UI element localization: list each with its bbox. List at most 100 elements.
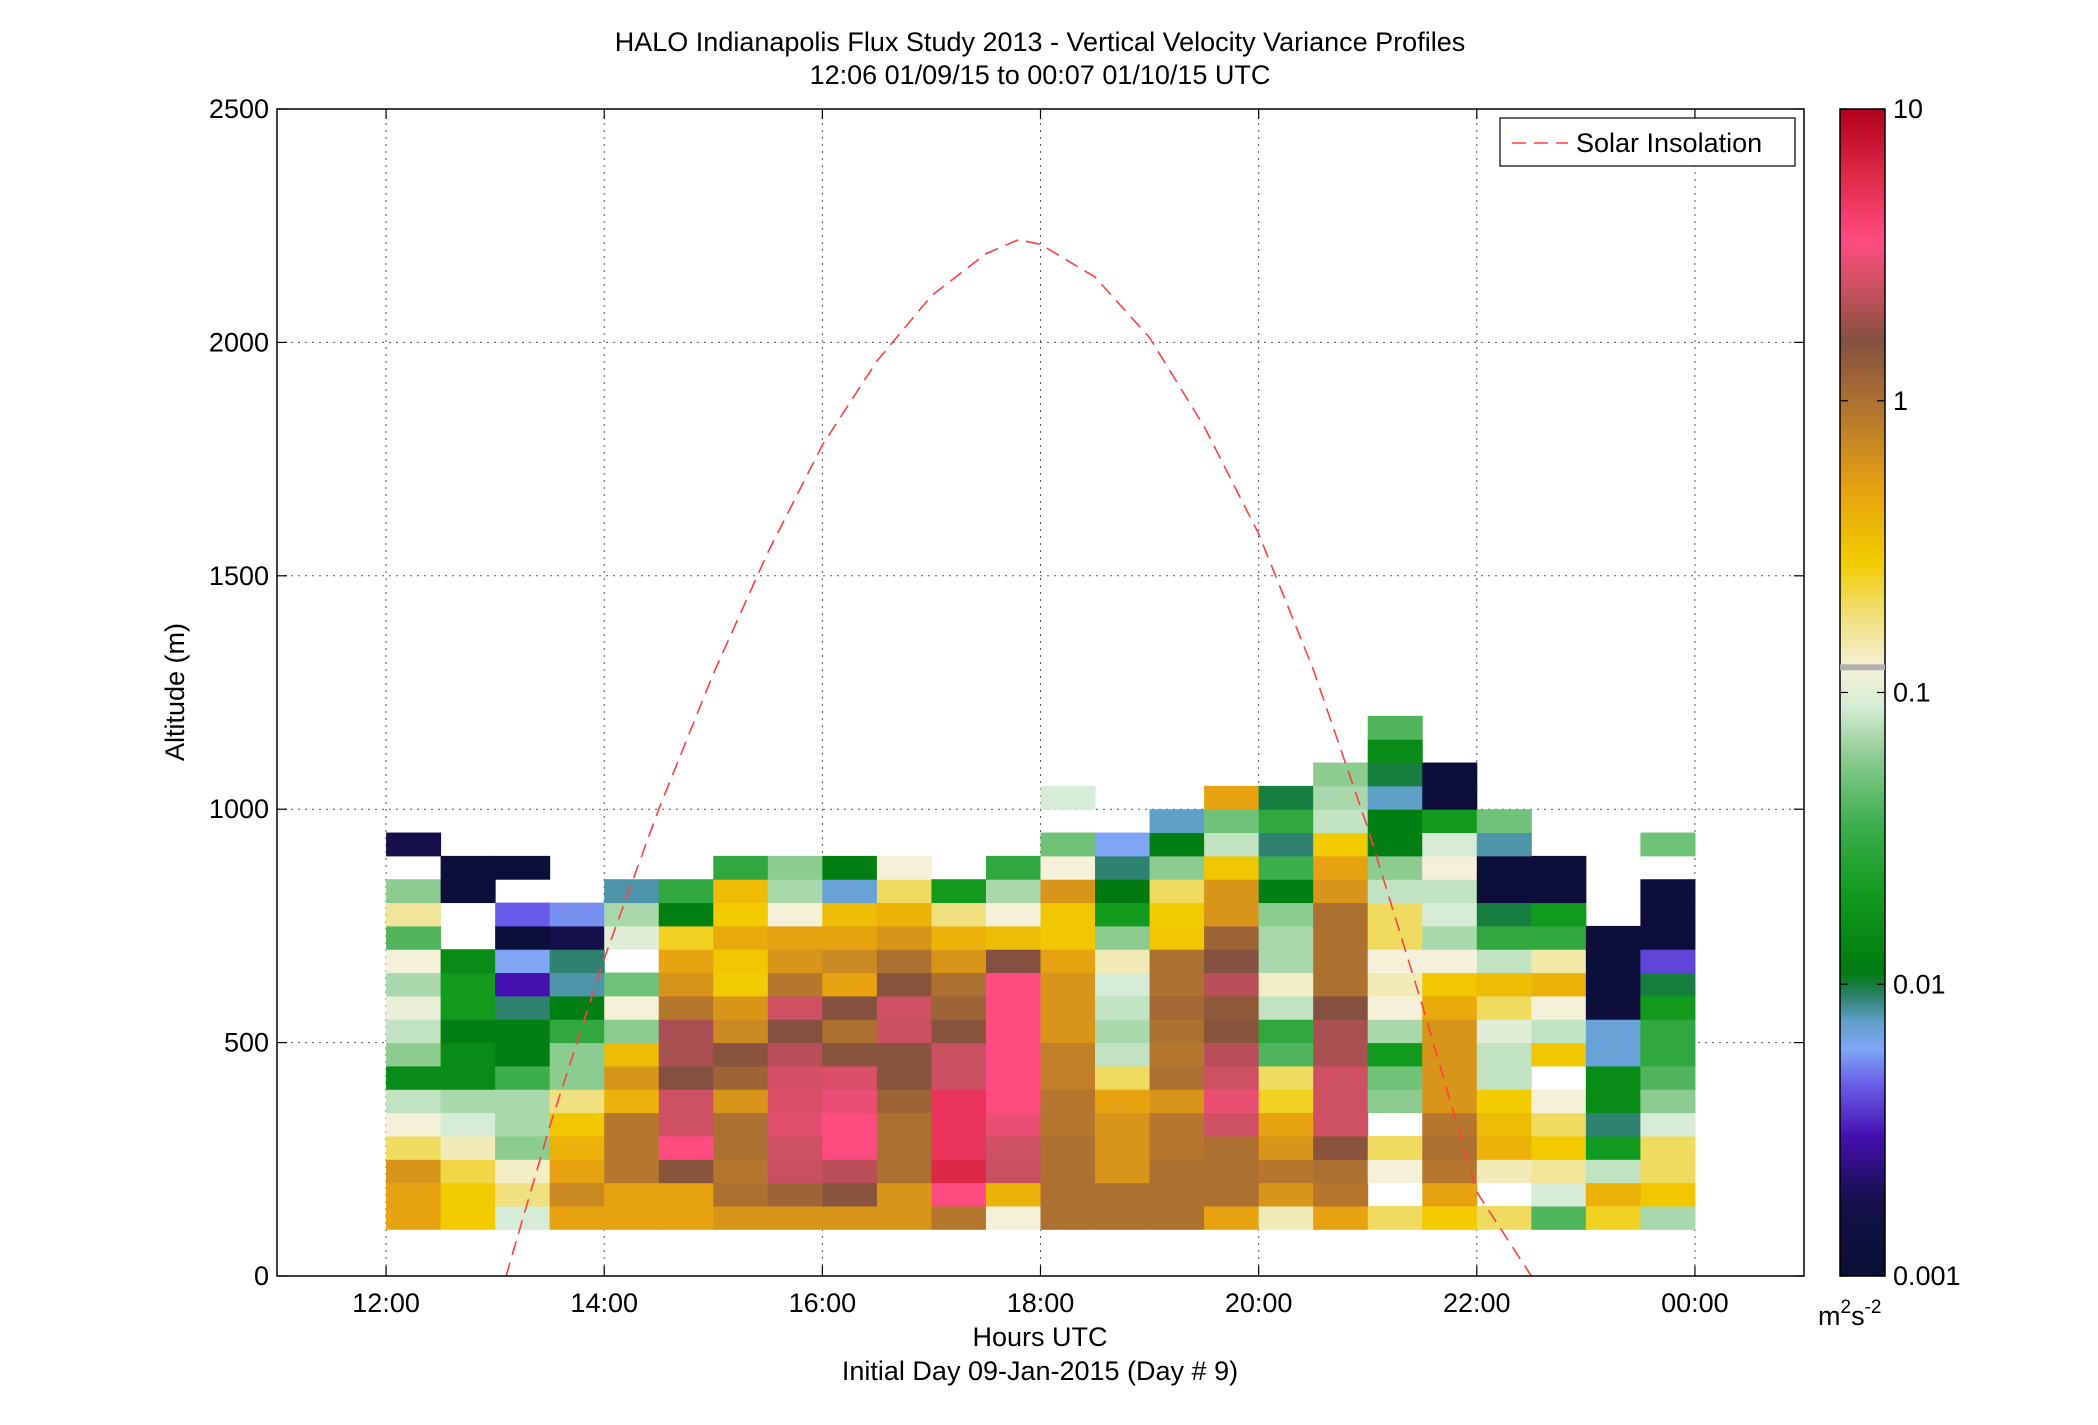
- heatmap-cell: [1258, 1159, 1314, 1184]
- heatmap-cell: [658, 1205, 714, 1230]
- heatmap-cell: [1204, 949, 1260, 974]
- heatmap-cell: [495, 1089, 551, 1114]
- heatmap-cell: [1476, 972, 1532, 997]
- heatmap-cell: [1476, 879, 1532, 904]
- heatmap-cell: [1258, 925, 1314, 950]
- heatmap-cell: [440, 1112, 496, 1137]
- heatmap-cell: [440, 879, 496, 904]
- x-tick-label: 20:00: [1225, 1288, 1293, 1318]
- heatmap-cell: [658, 1182, 714, 1207]
- heatmap-cell: [1040, 1135, 1096, 1160]
- heatmap-cell: [985, 1065, 1041, 1090]
- heatmap-cell: [549, 1159, 605, 1184]
- heatmap-cell: [767, 1159, 823, 1184]
- heatmap-cell: [713, 1182, 769, 1207]
- heatmap-cell: [658, 1042, 714, 1067]
- heatmap-cell: [767, 925, 823, 950]
- heatmap-cell: [1422, 832, 1478, 857]
- heatmap-cell: [1476, 949, 1532, 974]
- heatmap-cell: [1258, 855, 1314, 880]
- colorbar-tick-label: 10: [1893, 94, 1923, 124]
- heatmap-cell: [767, 1019, 823, 1044]
- heatmap-cell: [1204, 1065, 1260, 1090]
- colorbar: 0.001 0.01 0.1 1 10 m2s-2: [1818, 94, 1961, 1331]
- heatmap-cell: [767, 972, 823, 997]
- heatmap-cell: [1258, 1019, 1314, 1044]
- y-tick-label: 1000: [209, 794, 269, 824]
- heatmap-cell: [1640, 1159, 1696, 1184]
- heatmap-cell: [985, 1112, 1041, 1137]
- heatmap-cell: [1204, 925, 1260, 950]
- heatmap-cell: [1040, 855, 1096, 880]
- heatmap-cell: [1422, 762, 1478, 787]
- heatmap-cell: [1204, 1019, 1260, 1044]
- heatmap-cell: [386, 1182, 442, 1207]
- heatmap-cell: [495, 855, 551, 880]
- heatmap-cell: [1422, 972, 1478, 997]
- heatmap-cell: [1258, 1042, 1314, 1067]
- heatmap-cell: [1258, 949, 1314, 974]
- x-tick-label: 12:00: [352, 1288, 420, 1318]
- heatmap-cell: [1640, 1089, 1696, 1114]
- heatmap-cell: [822, 855, 878, 880]
- heatmap-cell: [1531, 855, 1587, 880]
- heatmap-cell: [985, 995, 1041, 1020]
- heatmap-cell: [1367, 879, 1423, 904]
- heatmap-cell: [767, 1135, 823, 1160]
- heatmap-cell: [658, 1159, 714, 1184]
- heatmap-cell: [495, 995, 551, 1020]
- heatmap-cell: [658, 1112, 714, 1137]
- solar-insolation-layer: [505, 238, 1532, 1276]
- heatmap-cell: [1422, 1182, 1478, 1207]
- heatmap-cell: [713, 902, 769, 927]
- heatmap-cell: [658, 949, 714, 974]
- heatmap-cell: [604, 1182, 660, 1207]
- heatmap-cell: [495, 1042, 551, 1067]
- heatmap-cell: [985, 1019, 1041, 1044]
- heatmap-cell: [495, 1065, 551, 1090]
- heatmap-cell: [1313, 1065, 1369, 1090]
- heatmap-cell: [440, 1159, 496, 1184]
- heatmap-cell: [931, 1205, 987, 1230]
- colorbar-unit-sup1: 2: [1841, 1297, 1852, 1318]
- heatmap-cell: [1531, 972, 1587, 997]
- y-axis-label: Altitude (m): [160, 623, 190, 761]
- heatmap-cell: [495, 1112, 551, 1137]
- heatmap-cell: [495, 1019, 551, 1044]
- heatmap-cell: [931, 902, 987, 927]
- heatmap-cell: [1585, 1019, 1641, 1044]
- heatmap-cell: [495, 1205, 551, 1230]
- heatmap-cell: [1640, 949, 1696, 974]
- heatmap-cell: [1258, 1182, 1314, 1207]
- heatmap-cell: [822, 949, 878, 974]
- heatmap-cell: [1313, 902, 1369, 927]
- heatmap-cell: [1367, 972, 1423, 997]
- heatmap-cell: [440, 855, 496, 880]
- heatmap-cell: [1040, 1019, 1096, 1044]
- heatmap-cell: [1204, 1089, 1260, 1114]
- x-axis-label: Hours UTC: [972, 1322, 1107, 1352]
- heatmap-cell: [1313, 972, 1369, 997]
- heatmap-cell: [931, 1042, 987, 1067]
- heatmap-cell: [549, 1089, 605, 1114]
- heatmap-cell: [1640, 1019, 1696, 1044]
- heatmap-cell: [1367, 762, 1423, 787]
- heatmap-cell: [549, 949, 605, 974]
- heatmap-cell: [1095, 949, 1151, 974]
- heatmap-cell: [1149, 949, 1205, 974]
- heatmap-cell: [495, 1135, 551, 1160]
- heatmap-cell: [1422, 1112, 1478, 1137]
- heatmap-cell: [985, 1042, 1041, 1067]
- colorbar-unit: m2s-2: [1818, 1297, 1881, 1331]
- heatmap-cell: [495, 925, 551, 950]
- heatmap-cell: [386, 1112, 442, 1137]
- heatmap-cell: [658, 972, 714, 997]
- heatmap-cell: [1531, 925, 1587, 950]
- heatmap-cell: [1204, 1182, 1260, 1207]
- heatmap-cell: [658, 925, 714, 950]
- heatmap-cell: [985, 1159, 1041, 1184]
- heatmap-cell: [876, 1042, 932, 1067]
- heatmap-cell: [767, 949, 823, 974]
- x-tick-label: 00:00: [1661, 1288, 1729, 1318]
